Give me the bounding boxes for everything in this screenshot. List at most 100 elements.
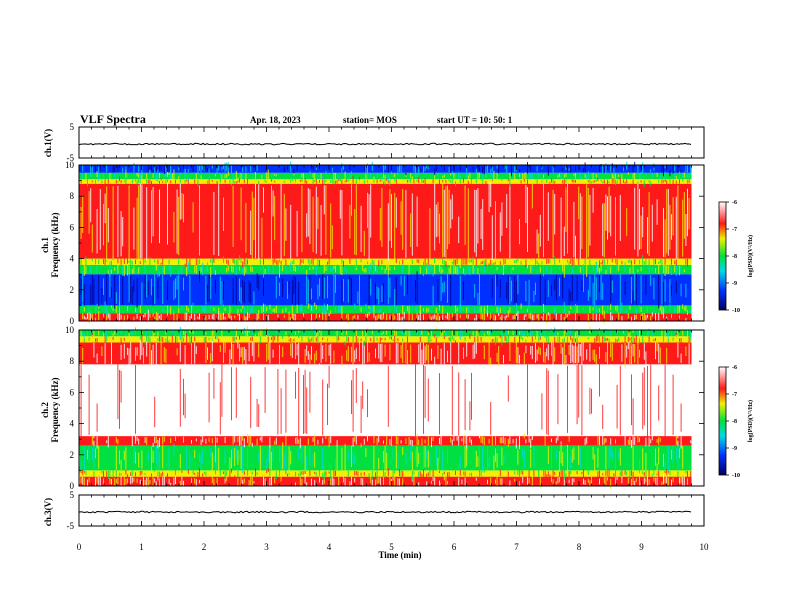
ch1-spectrogram-streak [541,316,543,322]
ch2-spectrogram-streak [96,473,98,484]
ch1-spectrogram-streak [677,185,679,260]
ch1-spectrogram-streak [144,259,146,264]
ch2-spectrogram-streak [272,349,274,358]
ch1-spectrogram-streak [394,266,396,270]
ch1-spectrogram-streak [367,261,368,265]
ch1-spectrogram-streak [587,180,589,183]
ch2-spectrogram-streak [107,332,109,337]
ch1-spectrogram-streak [322,175,324,188]
ch2-spectrogram-streak [624,470,626,475]
ch1-spectrogram-streak [432,265,434,277]
ch1-spectrogram-streak [538,313,540,321]
ch1-spectrogram-streak [119,313,120,321]
ch1-spectrogram-streak [290,161,292,172]
ch1-spectrogram-streak [383,165,384,173]
ch2-spectrogram-streak [531,475,533,486]
ch1-spectrogram-streak [459,314,461,318]
ch1-spectrogram-streak [275,275,277,299]
ch2-spectrogram-streak [208,372,210,423]
ch2-spectrogram-streak [179,342,181,362]
ch2-spectrogram-streak [533,446,535,467]
ch1-spectrogram-streak [567,314,568,318]
ch1-spectrogram-streak [319,259,320,267]
ch1-spectrogram-streak [378,309,380,313]
ch1-spectrogram-streak [88,306,90,313]
ch1-spectrogram-streak [95,166,96,173]
ch1-spectrogram-streak [355,179,357,184]
ch1-spectrogram-streak [223,165,224,169]
ch2-spectrogram-streak [383,440,384,444]
ch1-spectrogram-streak [546,179,548,183]
ch1-spectrogram-streak [130,258,132,268]
ch2-spectrogram-streak [591,388,592,414]
ch1-spectrogram-streak [309,275,311,303]
ch2-spectrogram-streak [487,446,488,471]
ch2-spectrogram-streak [237,340,239,349]
ch1-spectrogram-streak [669,304,671,311]
ch1-spectrogram-streak [434,183,436,251]
ch2-spectrogram-streak [327,338,328,342]
ch1-spectrogram-streak [464,185,466,245]
ch1-spectrogram-streak [296,164,298,172]
ch2-spectrogram-streak [538,346,540,354]
ch1-spectrogram-streak [98,259,100,265]
ch1-spectrogram-streak [237,258,239,267]
ch1-spectrogram-streak [250,308,252,315]
ch1-spectrogram-streak [461,257,463,266]
ch2-spectrogram-streak [469,401,471,431]
ch1-spectrogram-streak [162,180,164,183]
ch2-spectrogram-streak [312,336,314,342]
ch2-spectrogram-streak [671,449,672,460]
ch2-spectrogram-streak [439,471,440,473]
ch1-spectrogram-streak [482,199,484,250]
ch2-spectrogram-streak [624,336,626,343]
ch2-spectrogram-streak [599,477,600,485]
ch1-spectrogram-streak [538,233,540,259]
ch2-spectrogram-ylabel: ch.2Frequency (kHz) [40,377,60,442]
ch1-spectrogram-streak [107,313,109,319]
ch1-spectrogram-ytick-label: 8 [70,191,75,201]
ch1-spectrogram-streak [579,172,581,180]
ch2-spectrogram-streak [402,338,404,342]
ch1-spectrogram-streak [181,265,183,274]
ch2-spectrogram-streak [357,338,359,343]
ch1-spectrogram-streak [131,286,133,305]
ch1-spectrogram-streak [464,268,466,276]
ch1-spectrogram-streak [136,172,138,177]
ch2-spectrogram-streak [280,447,282,469]
ch2-spectrogram-streak [216,437,218,443]
ch2-spectrogram-streak [680,353,682,363]
ch1-spectrogram-streak [82,270,84,303]
ch1-spectrogram-streak [311,164,312,169]
ch2-spectrogram-streak [256,398,258,427]
ch1-spectrogram-streak [490,259,492,265]
ch1-spectrogram-streak [245,173,247,180]
ch1-spectrogram-streak [515,303,517,312]
ch2-spectrogram-streak [519,467,520,477]
ch1-spectrogram-streak [394,192,396,260]
ch1-spectrogram-streak [175,278,176,299]
ch1-spectrogram-streak [325,306,327,313]
ch1-spectrogram-streak [165,174,167,179]
ch1-spectrogram-streak [178,176,180,179]
ch2-spectrogram-streak [355,471,357,476]
ch1-spectrogram-streak [133,266,135,274]
ch1-spectrogram-streak [399,260,400,265]
ch2-spectrogram-streak [157,338,159,342]
ch2-spectrogram-streak [146,328,148,337]
ch1-spectrogram-streak [370,173,372,178]
ch1-voltage-panel: 5-5 [67,122,705,163]
ch2-spectrogram-streak [642,448,644,472]
ch2-spectrogram-streak [314,452,316,468]
ch1-voltage-trace [78,142,692,146]
ch2-spectrogram-streak [338,474,340,486]
ch2-spectrogram-streak [431,437,432,448]
ch1-spectrogram-streak [379,208,381,241]
ch2-spectrogram-streak [503,436,504,444]
ch2-spectrogram-streak [627,439,629,445]
ch2-spectrogram-streak [352,343,354,365]
ch1-spectrogram-streak [109,261,111,277]
ch2-spectrogram-streak [495,436,496,445]
ch1-spectrogram-streak [325,266,327,271]
ch2-spectrogram-streak [146,340,148,357]
